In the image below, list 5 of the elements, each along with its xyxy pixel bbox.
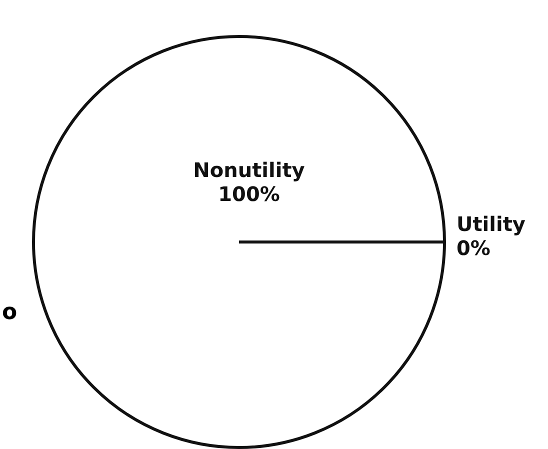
data-label: 100% [218, 182, 280, 206]
text: o [2, 300, 18, 325]
category-label: Utility [456, 212, 526, 236]
slice-label: Nonutility [193, 158, 305, 182]
text: 0% [456, 236, 490, 260]
